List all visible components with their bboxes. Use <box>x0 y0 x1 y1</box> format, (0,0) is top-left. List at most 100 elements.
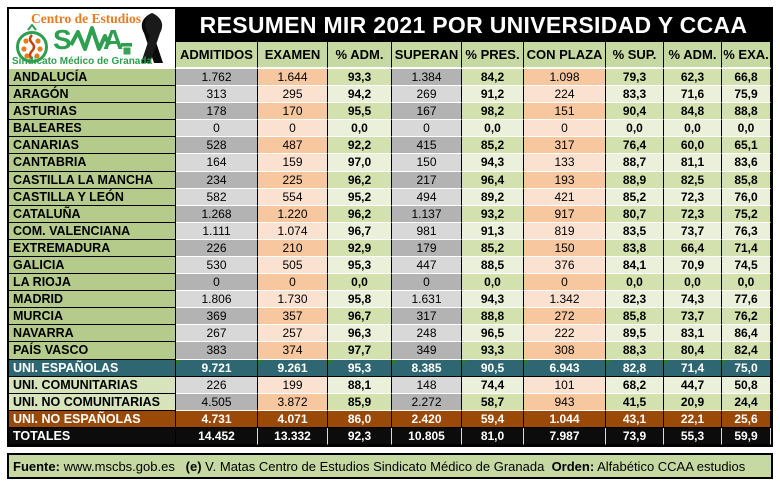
table-cell: 92,9 <box>328 239 392 257</box>
row-label-la-rioja: LA RIOJA <box>9 274 176 292</box>
table-cell: 82,4 <box>722 342 771 360</box>
table-cell: 0 <box>258 120 328 138</box>
table-cell: 150 <box>524 239 606 257</box>
table-cell: 73,7 <box>664 222 722 240</box>
table-cell: 94,2 <box>328 86 392 104</box>
table-cell: 8.385 <box>392 359 462 377</box>
table-cell: 88,9 <box>606 171 664 189</box>
row-label-castilla-la-mancha: CASTILLA LA MANCHA <box>9 171 176 189</box>
column-header-adm-2: % ADM. <box>328 42 392 69</box>
table-cell: 0,0 <box>664 120 722 138</box>
table-cell: 77,6 <box>722 291 771 309</box>
table-cell: 0 <box>176 274 258 292</box>
column-header-examen-1: EXAMEN <box>258 42 328 69</box>
table-cell: 95,5 <box>328 103 392 121</box>
table-cell: 0,0 <box>722 274 771 292</box>
logo-text-centro-de-estudios: Centro de Estudios <box>31 11 142 26</box>
table-cell: 88,1 <box>328 376 392 394</box>
row-label-pa-s-vasco: PAÍS VASCO <box>9 342 176 360</box>
table-cell: 1.342 <box>524 291 606 309</box>
table-cell: 91,3 <box>462 222 524 240</box>
table-cell: 81,1 <box>664 154 722 172</box>
table-cell: 9.721 <box>176 359 258 377</box>
table-cell: 95,2 <box>328 188 392 206</box>
table-cell: 0,0 <box>462 120 524 138</box>
table-cell: 2.272 <box>392 393 462 411</box>
table-cell: 4.731 <box>176 410 258 428</box>
table-cell: 91,2 <box>462 86 524 104</box>
table-cell: 44,7 <box>664 376 722 394</box>
table-cell: 369 <box>176 308 258 326</box>
table-cell: 981 <box>392 222 462 240</box>
table-cell: 415 <box>392 137 462 155</box>
row-label-asturias: ASTURIAS <box>9 103 176 121</box>
table-cell: 96,4 <box>462 171 524 189</box>
table-cell: 151 <box>524 103 606 121</box>
table-cell: 226 <box>176 239 258 257</box>
table-cell: 943 <box>524 393 606 411</box>
footer-key: Fuente: <box>13 458 60 474</box>
footer-key: (e) <box>185 458 202 474</box>
svg-text:A: A <box>103 24 123 55</box>
sma-acronym-logo: S A <box>53 24 132 56</box>
table-cell: 178 <box>176 103 258 121</box>
table-cell: 1.384 <box>392 69 462 87</box>
table-cell: 14.452 <box>176 427 258 445</box>
table-cell: 76,3 <box>722 222 771 240</box>
table-cell: 43,1 <box>606 410 664 428</box>
table-cell: 65,1 <box>722 137 771 155</box>
table-cell: 96,2 <box>328 171 392 189</box>
table-cell: 93,3 <box>328 69 392 87</box>
table-cell: 159 <box>258 154 328 172</box>
table-cell: 210 <box>258 239 328 257</box>
footer-note: Fuente: www.mscbs.gob.es (e) V. Matas Ce… <box>7 453 773 479</box>
column-header-con-plaza-5: CON PLAZA <box>524 42 606 69</box>
page-title: RESUMEN MIR 2021 POR UNIVERSIDAD Y CCAA <box>176 9 771 42</box>
table-cell: 71,4 <box>722 239 771 257</box>
table-cell: 84,2 <box>462 69 524 87</box>
row-label-catalu-a: CATALUÑA <box>9 205 176 223</box>
table-cell: 89,2 <box>462 188 524 206</box>
table-cell: 98,2 <box>462 103 524 121</box>
table-cell: 95,3 <box>328 359 392 377</box>
row-label-navarra: NAVARRA <box>9 325 176 343</box>
row-label-galicia: GALICIA <box>9 257 176 275</box>
table-cell: 0 <box>524 120 606 138</box>
row-label-totales: TOTALES <box>9 427 176 445</box>
table-cell: 101 <box>524 376 606 394</box>
table-cell: 72,3 <box>664 205 722 223</box>
table-cell: 85,2 <box>462 137 524 155</box>
table-cell: 83,5 <box>606 222 664 240</box>
table-cell: 0,0 <box>722 120 771 138</box>
table-cell: 6.943 <box>524 359 606 377</box>
table-cell: 84,1 <box>606 257 664 275</box>
table-cell: 0,0 <box>328 120 392 138</box>
footer-key: Orden: <box>551 458 595 474</box>
column-header-admitidos-0: ADMITIDOS <box>176 42 258 69</box>
table-cell: 0 <box>392 274 462 292</box>
table-cell: 20,9 <box>664 393 722 411</box>
table-cell: 66,8 <box>722 69 771 87</box>
table-cell: 1.730 <box>258 291 328 309</box>
table-cell: 357 <box>258 308 328 326</box>
column-header-adm-7: % ADM. <box>664 42 722 69</box>
table-cell: 487 <box>258 137 328 155</box>
table-cell: 75,2 <box>722 205 771 223</box>
table-cell: 62,3 <box>664 69 722 87</box>
table-cell: 167 <box>392 103 462 121</box>
table-cell: 55,3 <box>664 427 722 445</box>
table-cell: 88,7 <box>606 154 664 172</box>
table-cell: 96,7 <box>328 222 392 240</box>
table-cell: 90,4 <box>606 103 664 121</box>
table-cell: 88,5 <box>462 257 524 275</box>
table-cell: 234 <box>176 171 258 189</box>
mourning-ribbon-icon <box>141 13 163 63</box>
table-cell: 96,3 <box>328 325 392 343</box>
table-cell: 1.220 <box>258 205 328 223</box>
row-label-extremadura: EXTREMADURA <box>9 239 176 257</box>
table-cell: 93,2 <box>462 205 524 223</box>
table-cell: 170 <box>258 103 328 121</box>
table-cell: 295 <box>258 86 328 104</box>
column-header-pres-4: % PRES. <box>462 42 524 69</box>
